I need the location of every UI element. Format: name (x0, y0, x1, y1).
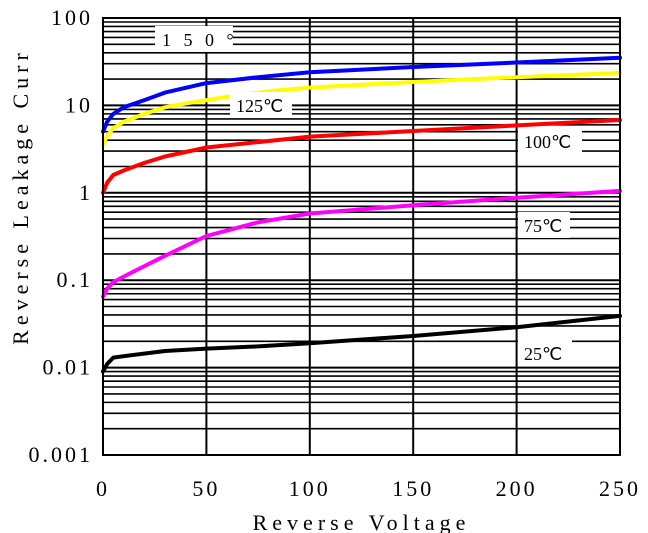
series-labels: 1 5 0 ° 125℃ 100℃ 75℃ 25℃ (155, 26, 582, 366)
series-line-1 (101, 71, 622, 148)
y-tick-label: 0.001 (29, 442, 94, 467)
series-line-3 (101, 188, 622, 299)
x-tick-label: 250 (599, 476, 641, 501)
y-tick-label: 100 (51, 5, 93, 30)
series-label-2: 100℃ (524, 132, 571, 152)
series-label-1: 125℃ (236, 96, 283, 116)
series-line-4 (101, 313, 622, 374)
series-line-0 (101, 55, 622, 134)
x-axis-title: Reverse Voltage (253, 510, 471, 533)
series-label-0: 1 5 0 ° (162, 30, 238, 50)
y-axis-title: Reverse Leakage Curr (8, 48, 33, 345)
series-label-bg-1 (230, 92, 292, 118)
tick-labels: 0 50 100 150 200 250 0.001 0.01 0.1 1 10 100 (29, 5, 641, 501)
y-tick-label: 0.1 (57, 267, 94, 292)
x-tick-label: 50 (192, 476, 220, 501)
x-tick-label: 150 (392, 476, 434, 501)
x-tick-label: 200 (496, 476, 538, 501)
plot-frame (102, 17, 621, 456)
series-label-3: 75℃ (524, 216, 562, 236)
y-tick-label: 1 (79, 180, 93, 205)
x-tick-label: 0 (96, 476, 110, 501)
y-tick-label: 10 (65, 92, 93, 117)
series-label-bg-0 (155, 26, 233, 52)
series-label-bg-2 (518, 128, 582, 154)
series-lines (101, 55, 622, 374)
series-line-2 (101, 118, 622, 195)
x-tick-label: 100 (289, 476, 331, 501)
series-label-bg-3 (518, 212, 570, 238)
y-tick-label: 0.01 (43, 355, 94, 380)
series-label-bg-4 (518, 340, 572, 366)
series-label-4: 25℃ (524, 344, 562, 364)
